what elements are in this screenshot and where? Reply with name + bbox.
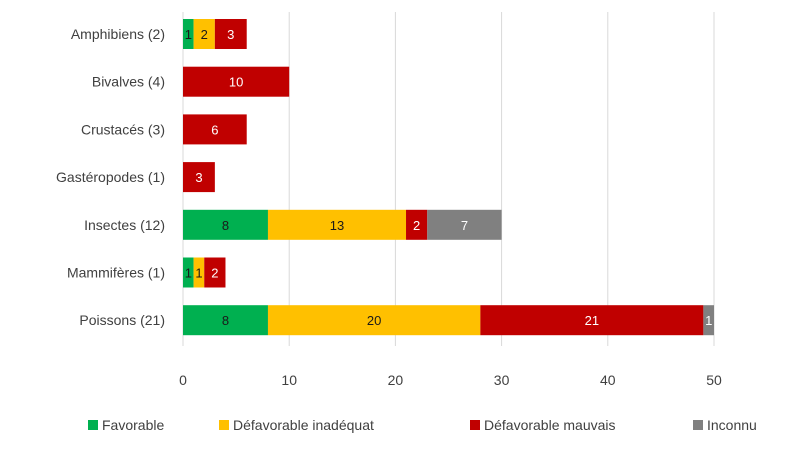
bar-segment bbox=[703, 305, 714, 336]
data-label: 1 bbox=[185, 27, 192, 42]
bar-segment bbox=[406, 209, 428, 240]
bar-segment bbox=[183, 162, 215, 193]
legend-swatch bbox=[219, 420, 229, 430]
data-label: 20 bbox=[367, 313, 381, 328]
gridlines bbox=[182, 12, 715, 346]
legend-label: Défavorable inadéquat bbox=[233, 417, 374, 433]
data-label: 8 bbox=[222, 218, 229, 233]
bar-segment bbox=[183, 209, 268, 240]
bar-segment bbox=[193, 19, 215, 49]
bar-segment bbox=[427, 209, 502, 240]
bar-segment bbox=[183, 257, 194, 288]
data-label: 13 bbox=[330, 218, 344, 233]
category-label: Crustacés (3) bbox=[81, 121, 165, 137]
bar-segment bbox=[193, 257, 205, 288]
bar-segment bbox=[204, 257, 226, 288]
category-label: Gastéropodes (1) bbox=[56, 169, 165, 185]
data-label: 2 bbox=[211, 266, 218, 281]
category-label: Amphibiens (2) bbox=[71, 26, 165, 42]
data-label: 1 bbox=[185, 266, 192, 281]
legend-label: Favorable bbox=[102, 417, 164, 433]
data-label: 7 bbox=[461, 218, 468, 233]
bar-segment bbox=[480, 305, 704, 336]
bar-segment bbox=[183, 66, 290, 97]
data-label: 2 bbox=[201, 27, 208, 42]
data-label: 3 bbox=[195, 170, 202, 185]
legend: Favorable Défavorable inadéquat Défavorabl… bbox=[88, 417, 757, 433]
bar-segment bbox=[183, 114, 247, 145]
x-tick-label-50: 50 bbox=[706, 372, 722, 388]
legend-swatch bbox=[88, 420, 98, 430]
bar-segment bbox=[267, 209, 407, 240]
data-label: 8 bbox=[222, 313, 229, 328]
data-label: 1 bbox=[705, 313, 712, 328]
category-labels: Amphibiens (2) Bivalves (4) Crustacés (3) G… bbox=[56, 26, 165, 328]
x-tick-label-30: 30 bbox=[494, 372, 510, 388]
legend-label: Défavorable mauvais bbox=[484, 417, 616, 433]
category-label: Poissons (21) bbox=[79, 312, 165, 328]
data-label: 21 bbox=[585, 313, 599, 328]
legend-swatch bbox=[470, 420, 480, 430]
bar-segment bbox=[214, 19, 247, 49]
x-tick-labels: 0 10 20 30 40 50 bbox=[179, 372, 722, 388]
category-label: Mammifères (1) bbox=[67, 265, 165, 281]
category-label: Bivalves (4) bbox=[92, 74, 165, 90]
bar-segment bbox=[267, 305, 481, 336]
x-tick-label-40: 40 bbox=[600, 372, 616, 388]
legend-swatch bbox=[693, 420, 703, 430]
x-tick-label-10: 10 bbox=[281, 372, 297, 388]
data-label: 10 bbox=[229, 75, 243, 90]
data-label: 6 bbox=[211, 122, 218, 137]
bar-segment bbox=[183, 305, 268, 336]
x-tick-label-20: 20 bbox=[388, 372, 404, 388]
bar-segment bbox=[183, 19, 194, 49]
data-label: 2 bbox=[413, 218, 420, 233]
data-label: 3 bbox=[227, 27, 234, 42]
category-label: Insectes (12) bbox=[84, 217, 165, 233]
data-label: 1 bbox=[195, 266, 202, 281]
legend-label: Inconnu bbox=[707, 417, 757, 433]
x-tick-label-0: 0 bbox=[179, 372, 187, 388]
